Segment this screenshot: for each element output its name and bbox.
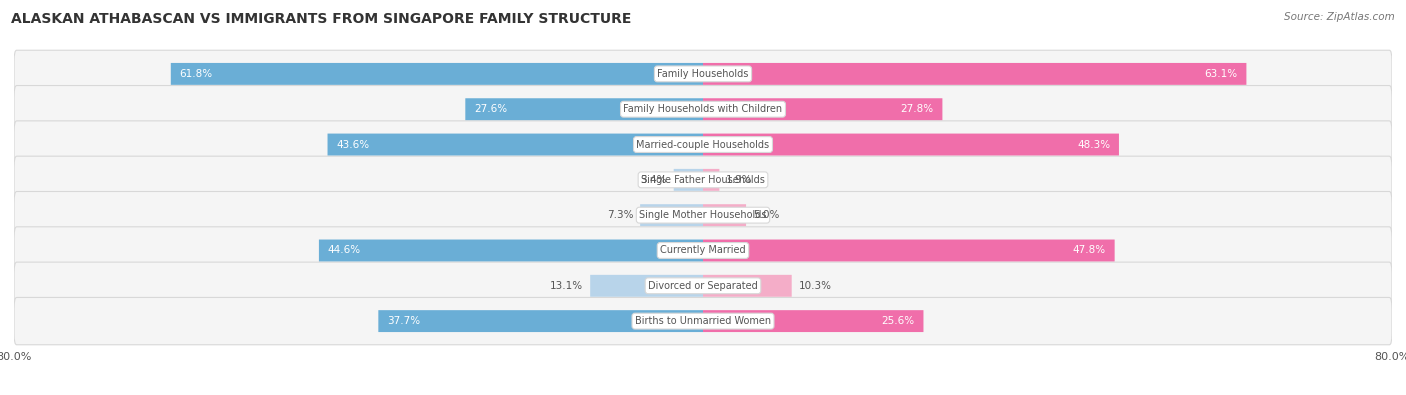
FancyBboxPatch shape [14, 297, 1392, 345]
Text: Single Mother Households: Single Mother Households [640, 210, 766, 220]
FancyBboxPatch shape [673, 169, 703, 191]
Text: 63.1%: 63.1% [1205, 69, 1237, 79]
Text: 27.8%: 27.8% [901, 104, 934, 114]
Text: 10.3%: 10.3% [799, 281, 831, 291]
FancyBboxPatch shape [14, 192, 1392, 239]
FancyBboxPatch shape [14, 227, 1392, 274]
FancyBboxPatch shape [14, 156, 1392, 203]
Text: 44.6%: 44.6% [328, 245, 361, 256]
Text: 37.7%: 37.7% [387, 316, 420, 326]
Text: 43.6%: 43.6% [336, 139, 370, 150]
FancyBboxPatch shape [328, 134, 703, 156]
Text: 5.0%: 5.0% [754, 210, 779, 220]
Text: 61.8%: 61.8% [180, 69, 212, 79]
Text: Births to Unmarried Women: Births to Unmarried Women [636, 316, 770, 326]
Text: 13.1%: 13.1% [550, 281, 583, 291]
Text: Single Father Households: Single Father Households [641, 175, 765, 185]
FancyBboxPatch shape [703, 98, 942, 120]
FancyBboxPatch shape [14, 86, 1392, 133]
Text: 47.8%: 47.8% [1073, 245, 1107, 256]
FancyBboxPatch shape [465, 98, 703, 120]
FancyBboxPatch shape [14, 50, 1392, 98]
Text: Source: ZipAtlas.com: Source: ZipAtlas.com [1284, 12, 1395, 22]
Text: Divorced or Separated: Divorced or Separated [648, 281, 758, 291]
FancyBboxPatch shape [703, 169, 720, 191]
Text: 3.4%: 3.4% [640, 175, 666, 185]
Text: 25.6%: 25.6% [882, 316, 915, 326]
FancyBboxPatch shape [703, 239, 1115, 261]
FancyBboxPatch shape [703, 275, 792, 297]
FancyBboxPatch shape [703, 310, 924, 332]
Text: Married-couple Households: Married-couple Households [637, 139, 769, 150]
Text: 1.9%: 1.9% [727, 175, 752, 185]
Text: Family Households with Children: Family Households with Children [623, 104, 783, 114]
Text: 7.3%: 7.3% [607, 210, 633, 220]
Text: 27.6%: 27.6% [474, 104, 508, 114]
Text: Currently Married: Currently Married [661, 245, 745, 256]
FancyBboxPatch shape [703, 204, 747, 226]
Text: ALASKAN ATHABASCAN VS IMMIGRANTS FROM SINGAPORE FAMILY STRUCTURE: ALASKAN ATHABASCAN VS IMMIGRANTS FROM SI… [11, 12, 631, 26]
FancyBboxPatch shape [319, 239, 703, 261]
FancyBboxPatch shape [14, 262, 1392, 309]
FancyBboxPatch shape [591, 275, 703, 297]
FancyBboxPatch shape [170, 63, 703, 85]
FancyBboxPatch shape [378, 310, 703, 332]
Text: 48.3%: 48.3% [1077, 139, 1111, 150]
FancyBboxPatch shape [640, 204, 703, 226]
FancyBboxPatch shape [14, 121, 1392, 168]
Text: Family Households: Family Households [658, 69, 748, 79]
Legend: Alaskan Athabascan, Immigrants from Singapore: Alaskan Athabascan, Immigrants from Sing… [524, 394, 882, 395]
FancyBboxPatch shape [703, 134, 1119, 156]
FancyBboxPatch shape [703, 63, 1246, 85]
